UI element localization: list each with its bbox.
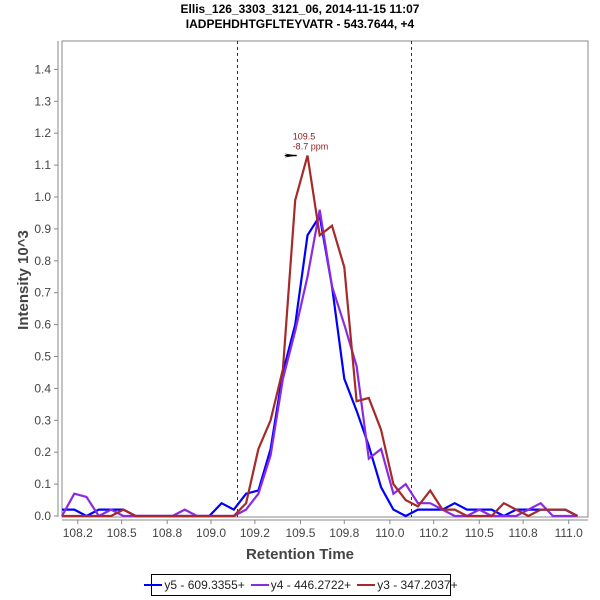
peak-annotation: 109.5-8.7 ppm [284,132,329,158]
y-tick-label: 1.0 [34,190,51,204]
y-tick-label: 0.1 [34,477,51,491]
x-tick-label: 108.2 [63,526,93,540]
chart-subtitle: IADPEHDHTGFLTEYVATR - 543.7644, +4 [186,17,415,31]
x-tick-label: 109.0 [196,526,226,540]
y-tick-label: 0.9 [34,222,51,236]
y-tick-label: 0.4 [34,381,51,395]
legend-swatch-y5 [144,584,163,586]
y-tick-label: 0.7 [34,286,51,300]
legend-item-y4: y4 - 446.2722+ [250,578,352,592]
y-tick-label: 1.3 [34,94,51,108]
series-line-y3 [62,155,579,518]
y-tick-label: 0.8 [34,254,51,268]
y-tick-label: 1.4 [34,62,51,76]
x-tick-label: 108.8 [152,526,182,540]
legend-swatch-y3 [357,584,376,586]
chart-title: Ellis_126_3303_3121_06, 2014-11-15 11:07 [181,2,420,16]
vertical-markers [237,41,412,517]
annotation-rt: 109.5 [293,132,316,142]
x-tick-label: 109.2 [240,526,270,540]
legend-item-y3: y3 - 347.2037+ [357,578,458,592]
legend-label-y4: y4 - 446.2722+ [270,578,352,592]
x-axis-title: Retention Time [246,546,354,563]
x-tick-label: 110.0 [375,526,404,540]
y-axis-ticks: 0.0 0.1 0.2 0.3 0.4 0.5 0.6 0.7 0.8 0.9 1.0 1.1 1.2 1… [34,62,58,523]
legend-label-y5: y5 - 609.3355+ [164,578,245,592]
plot-area [61,40,589,518]
legend: y5 - 609.3355+ y4 - 446.2722+ y3 - 347.2… [144,574,458,596]
y-tick-label: 0.6 [34,318,51,332]
legend-label-y3: y3 - 347.2037+ [377,578,458,592]
x-tick-label: 108.5 [107,526,137,540]
legend-swatch-y4 [250,584,269,586]
x-tick-label: 109.5 [285,526,315,540]
y-tick-label: 1.1 [34,158,51,172]
x-tick-label: 109.8 [329,526,359,540]
legend-item-y5: y5 - 609.3355+ [144,578,245,592]
y-tick-label: 0.0 [34,509,51,523]
y-tick-label: 0.2 [34,445,51,459]
series-lines [61,155,579,518]
x-axis-ticks: 108.2 108.5 108.8 109.0 109.2 109.5 109.8 110.0… [63,520,583,540]
x-tick-label: 110.8 [509,526,538,540]
x-tick-label: 110.5 [465,526,494,540]
y-tick-label: 1.2 [34,126,51,140]
y-tick-label: 0.5 [34,350,51,364]
y-tick-label: 0.3 [34,413,51,427]
x-tick-label: 110.2 [419,526,448,540]
x-tick-label: 111.0 [555,526,584,540]
annotation-ppm: -8.7 ppm [293,142,329,152]
y-axis-title: Intensity 10^3 [15,230,32,330]
